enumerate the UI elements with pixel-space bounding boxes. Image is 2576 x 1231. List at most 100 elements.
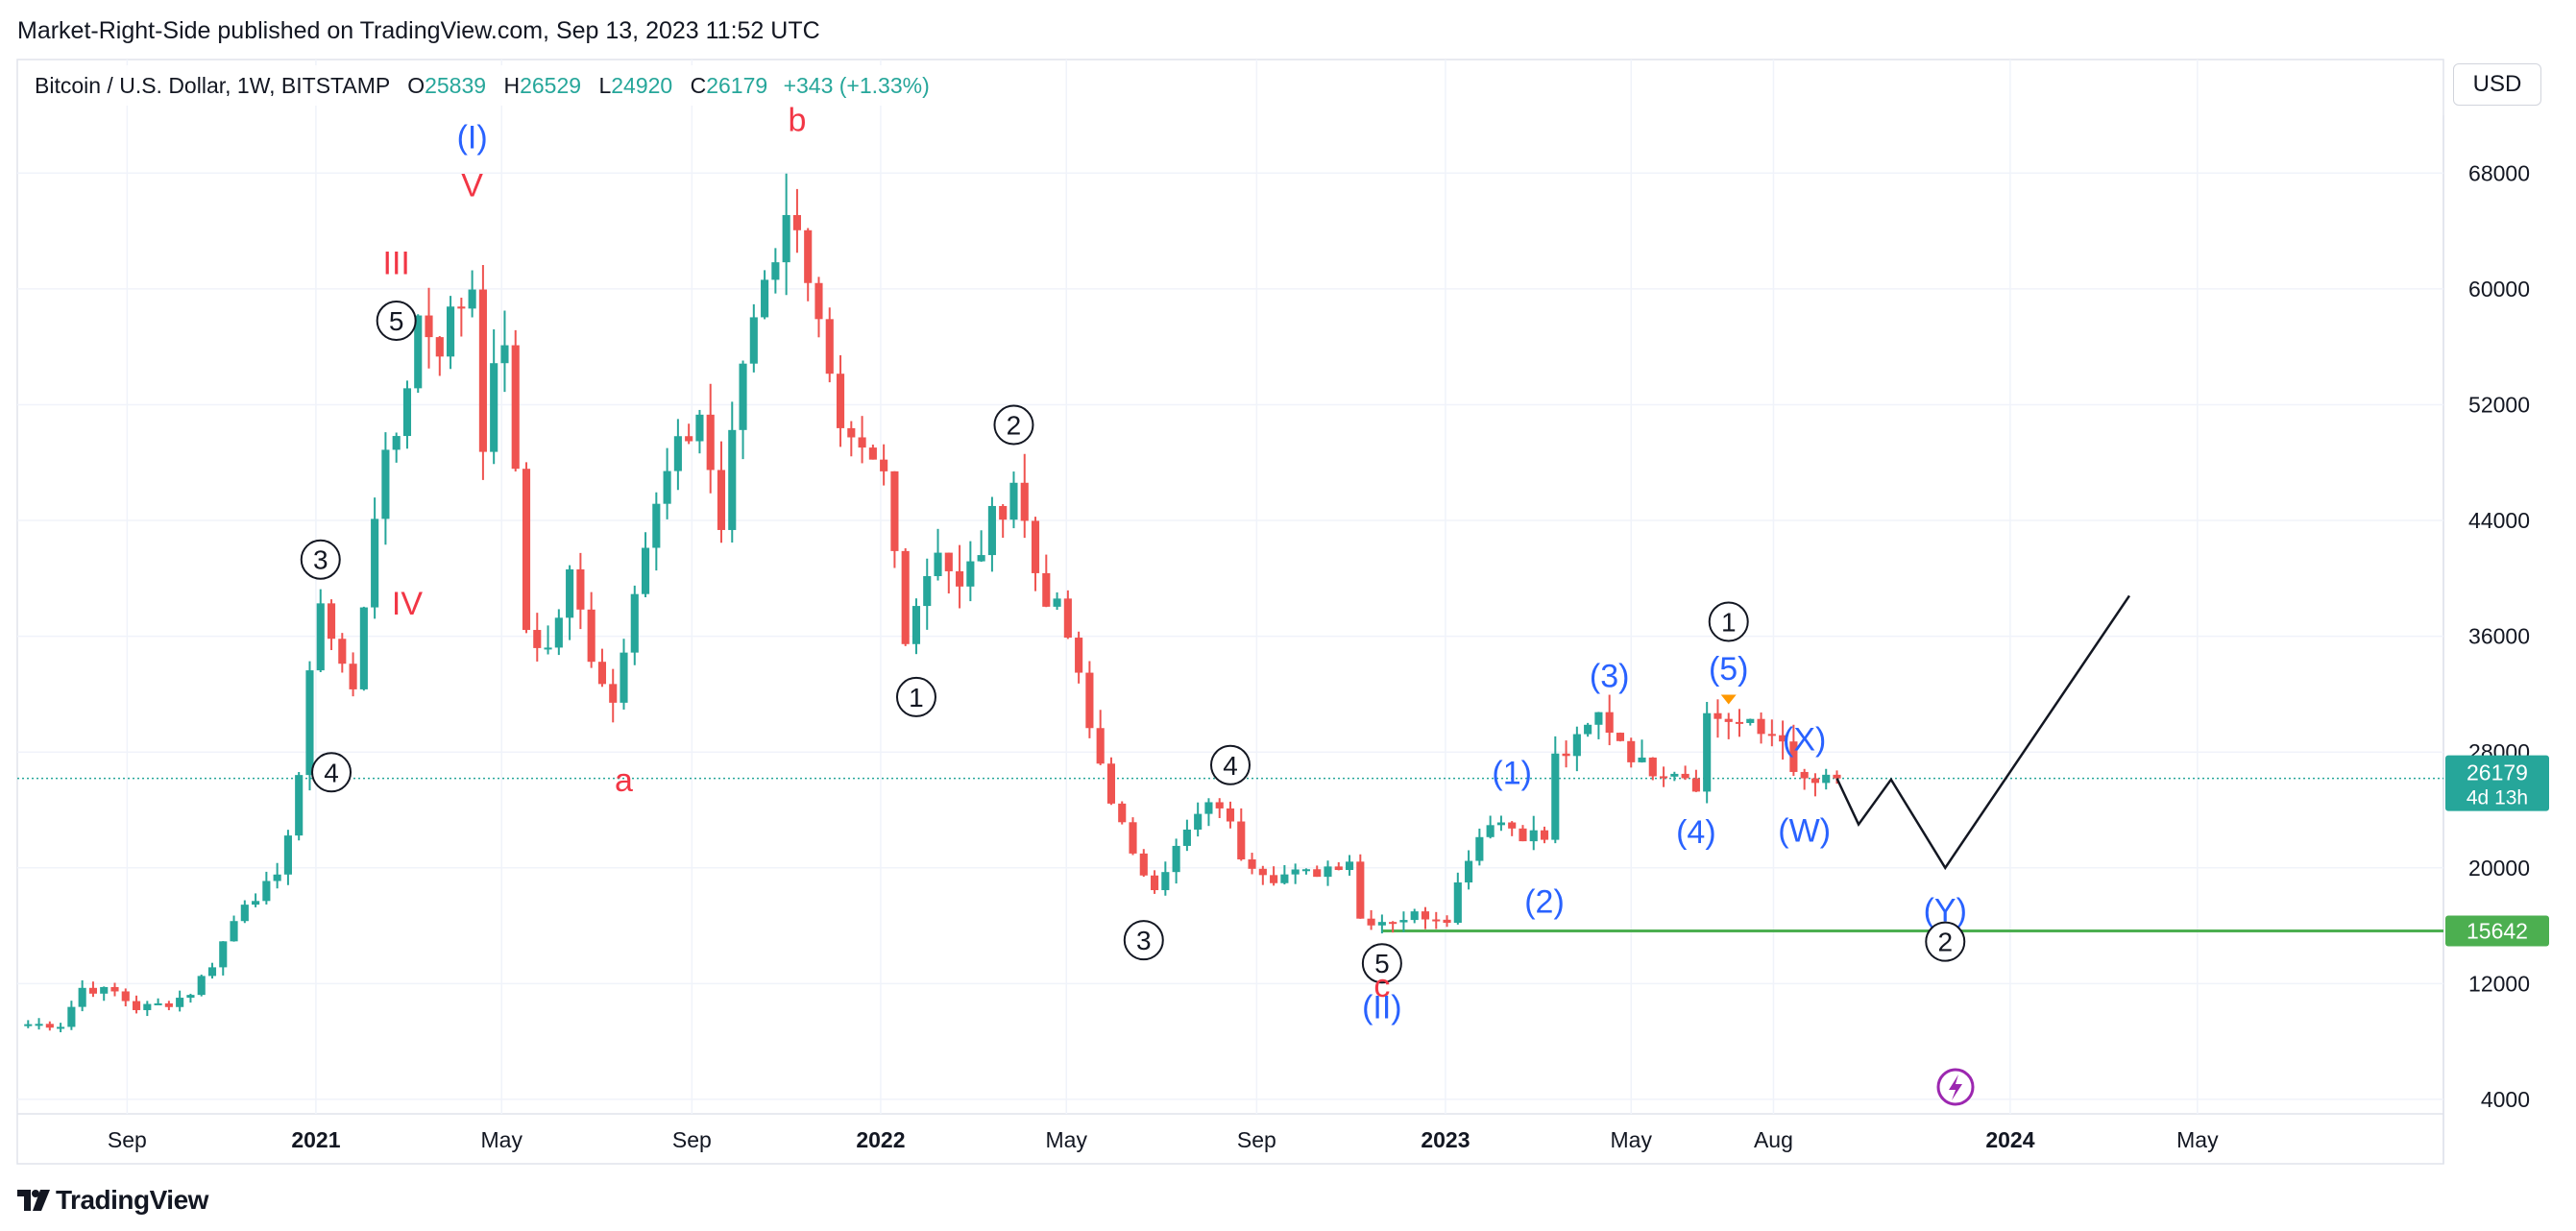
candle-body: [673, 436, 682, 471]
time-tick-label: 2021: [291, 1127, 340, 1152]
candle-body: [283, 835, 292, 875]
candle-body: [1063, 598, 1072, 639]
wave-label: IV: [392, 586, 423, 622]
candle-body: [1389, 922, 1397, 925]
price-tick-label: 44000: [2468, 508, 2530, 533]
candle-body: [934, 552, 942, 577]
candle-body: [1204, 802, 1213, 814]
tradingview-wordmark: TradingView: [56, 1185, 208, 1215]
candle-body: [1042, 572, 1051, 607]
wave-label: (II): [1362, 989, 1402, 1026]
candle-body: [566, 568, 574, 618]
price-tick-label: 60000: [2468, 277, 2530, 302]
candle-body: [1638, 757, 1646, 762]
candle-body: [121, 991, 130, 1002]
svg-text:3: 3: [313, 545, 328, 575]
candle-body: [1075, 638, 1083, 673]
support-price-badge: 15642: [2445, 915, 2549, 947]
price-tick-label: 12000: [2468, 971, 2530, 996]
wave-label-circled: 1: [895, 676, 936, 717]
candle-body: [597, 662, 607, 685]
candle-body: [717, 470, 726, 530]
candle-body: [1833, 774, 1841, 779]
svg-text:(X): (X): [1783, 722, 1826, 759]
candle-body: [1713, 712, 1722, 719]
candle-body: [1096, 728, 1105, 764]
svg-text:1: 1: [909, 683, 924, 712]
svg-text:1: 1: [1721, 608, 1737, 638]
candle-body: [414, 315, 423, 389]
wave-label: a: [615, 762, 633, 799]
candle-body: [447, 306, 455, 357]
candle-body: [1367, 918, 1375, 926]
grid-lines: [17, 60, 2443, 1114]
candle-body: [1486, 825, 1495, 837]
price-tick-label: 4000: [2481, 1087, 2530, 1112]
candle-body: [35, 1024, 43, 1026]
price-axis-ticks: 6800060000520004400036000280002000012000…: [2468, 160, 2530, 1112]
candle-body: [1280, 874, 1289, 883]
candle-body: [1248, 858, 1256, 869]
candle-body: [1237, 821, 1246, 859]
lightning-icon[interactable]: [1936, 1068, 1975, 1106]
candle-body: [197, 976, 206, 996]
svg-text:(5): (5): [1709, 651, 1749, 688]
svg-text:(II): (II): [1362, 989, 1402, 1026]
candle-body: [1106, 763, 1116, 804]
candle-body: [1605, 712, 1614, 734]
candle-body: [576, 568, 585, 610]
candle-body: [739, 363, 747, 430]
wave-label: (1): [1492, 755, 1532, 791]
candle-body: [1465, 860, 1473, 882]
candle-body: [522, 469, 531, 631]
wave-label-circled: 3: [1123, 920, 1164, 961]
candle-body: [1139, 853, 1148, 876]
candle-body: [1822, 774, 1831, 784]
candle-body: [1551, 753, 1560, 840]
candle-body: [587, 609, 595, 663]
candle-body: [836, 374, 845, 428]
candle-body: [1789, 741, 1798, 772]
candle-body: [132, 1001, 141, 1010]
candle-body: [1215, 802, 1224, 809]
candle-body: [252, 901, 260, 905]
time-tick-label: Sep: [672, 1127, 712, 1152]
candle-body: [1345, 861, 1354, 871]
candle-body: [219, 941, 228, 968]
candle-body: [1800, 771, 1809, 779]
candle-body: [880, 459, 888, 471]
time-axis-ticks: Sep 2021 May Sep 2022 May Sep 2023 May Aug 2024 May: [108, 1127, 2219, 1152]
candle-body: [890, 471, 899, 551]
ohlc-legend: Bitcoin / U.S. Dollar, 1W, BITSTAMP O258…: [25, 65, 1005, 106]
svg-text:4: 4: [324, 758, 339, 787]
candle-body: [868, 447, 877, 460]
wave-label-circled: 4: [311, 752, 352, 793]
candle-body: [1594, 712, 1603, 725]
candle-body: [792, 214, 801, 230]
price-tick-label: 20000: [2468, 856, 2530, 881]
time-tick-label: May: [1046, 1127, 1088, 1152]
candle-body: [1301, 869, 1310, 872]
svg-text:5: 5: [1374, 949, 1390, 978]
svg-text:(W): (W): [1778, 813, 1831, 850]
candle-body: [728, 429, 737, 530]
candle-body: [371, 519, 379, 608]
candle-body: [1540, 830, 1549, 840]
svg-text:c: c: [1373, 968, 1390, 1004]
candle-body: [1562, 753, 1570, 757]
candle-body: [923, 576, 932, 607]
candle-body: [57, 1026, 65, 1029]
svg-text:2: 2: [1937, 928, 1953, 957]
candle-body: [1443, 919, 1451, 924]
candle-body: [652, 503, 661, 548]
candle-body: [1313, 869, 1322, 878]
candle-body: [1681, 773, 1689, 779]
currency-button[interactable]: USD: [2453, 63, 2541, 106]
candle-body: [609, 684, 618, 703]
candle-body: [554, 617, 563, 648]
svg-text:4: 4: [1223, 751, 1238, 781]
time-tick-label: Sep: [108, 1127, 147, 1152]
candle-body: [88, 987, 97, 994]
candle-body: [1172, 845, 1180, 873]
